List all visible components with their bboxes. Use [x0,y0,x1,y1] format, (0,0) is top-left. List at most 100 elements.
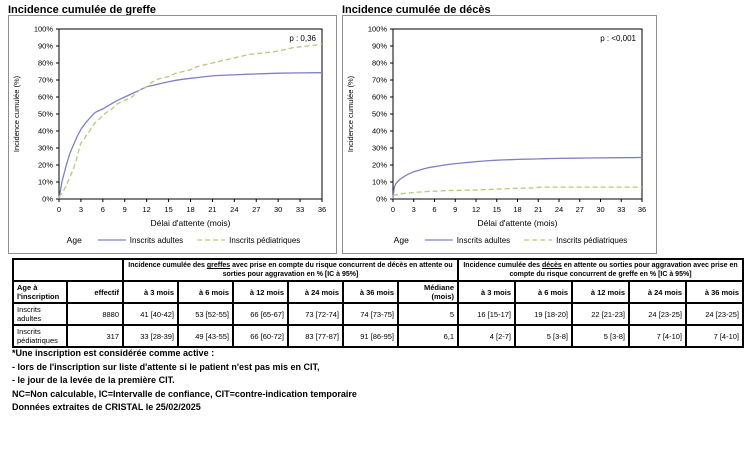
svg-text:27: 27 [252,205,260,214]
row-label: Inscrits adultes [12,302,68,326]
col-header-g36m: à 36 mois [342,280,399,304]
chart-panel-deces: 0% 10% 20% 30% 40% 50% 60% 70% 80% 90% 100% 0 3 6 9 12 1… [342,15,657,254]
table-column-header-row: Age à l'inscription effectif à 3 mois à … [12,280,745,304]
svg-text:40%: 40% [38,127,53,136]
svg-text:30: 30 [596,205,604,214]
svg-text:100%: 100% [368,25,388,34]
svg-text:50%: 50% [372,110,387,119]
svg-text:80%: 80% [372,59,387,68]
svg-text:3: 3 [412,205,416,214]
footnote-line: - le jour de la levée de la première CIT… [12,375,175,385]
group2-underlined: décès [541,262,562,269]
svg-text:70%: 70% [38,76,53,85]
table-cell: 66 [60-72] [232,324,289,348]
col-header-effectif: effectif [66,280,124,304]
table-cell: 41 [40-42] [122,302,179,326]
table-cell: 5 [3-8] [514,324,573,348]
svg-text:9: 9 [123,205,127,214]
svg-text:27: 27 [576,205,584,214]
svg-text:33: 33 [617,205,625,214]
chart-greffe: 0%10%20%30%40%50%60%70%80%90%100%0 3 6 9 12 1… [12,25,326,245]
table-cell: 4 [2-7] [457,324,516,348]
table-cell: 8880 [66,302,124,326]
svg-text:60%: 60% [372,93,387,102]
table-cell: 7 [4-10] [684,324,745,348]
chart-deces: 0%10%20%30%40%50%60%70%80%90%100%0 3 6 9 12 1… [346,25,646,245]
incidence-table: Incidence cumulée des greffes avec prise… [12,258,745,348]
group1-text: Incidence cumulée des [128,262,207,269]
svg-text:10%: 10% [372,178,387,187]
svg-text:24: 24 [555,205,563,214]
chart-title-greffe: Incidence cumulée de greffe [8,4,156,16]
svg-text:Inscrits adultes: Inscrits adultes [130,236,183,245]
table-cell: 83 [77-87] [287,324,344,348]
svg-text:Inscrits pédiatriques: Inscrits pédiatriques [229,236,300,245]
svg-text:12: 12 [142,205,150,214]
svg-text:Délai d'attente (mois): Délai d'attente (mois) [477,218,557,228]
svg-text:6: 6 [432,205,436,214]
svg-text:70%: 70% [372,76,387,85]
svg-text:Incidence cumulée (%): Incidence cumulée (%) [12,75,21,152]
svg-text:6: 6 [101,205,105,214]
svg-text:Age: Age [394,235,409,245]
group2-text-rest: en attente ou sorties pour aggravation a… [509,262,738,278]
footnote-line: NC=Non calculable, IC=Intervalle de conf… [12,388,357,399]
svg-text:12: 12 [472,205,480,214]
table-row-adultes: Inscrits adultes 8880 41 [40-42] 53 [52-… [12,302,745,326]
chart-title-deces: Incidence cumulée de décès [342,4,491,16]
svg-text:24: 24 [230,205,238,214]
table-group-header-row: Incidence cumulée des greffes avec prise… [12,258,745,282]
col-header-g12m: à 12 mois [232,280,289,304]
svg-text:0%: 0% [42,195,53,204]
table-cell: 74 [73-75] [342,302,399,326]
col-header-d36m: à 36 mois [684,280,745,304]
svg-text:40%: 40% [372,127,387,136]
svg-text:Inscrits adultes: Inscrits adultes [457,236,510,245]
svg-text:36: 36 [318,205,326,214]
table-cell: 16 [15-17] [457,302,516,326]
svg-text:21: 21 [208,205,216,214]
svg-text:30: 30 [274,205,282,214]
footnote-line: *Une inscription est considérée comme ac… [12,348,215,358]
table-cell: 53 [52-55] [177,302,234,326]
col-header-g24m: à 24 mois [287,280,344,304]
table-corner-cell [12,258,124,282]
svg-text:20%: 20% [372,161,387,170]
svg-text:0: 0 [391,205,395,214]
table-cell: 24 [23-25] [684,302,745,326]
svg-text:3: 3 [79,205,83,214]
group2-text: Incidence cumulée des [463,262,542,269]
group1-underlined: greffes [206,262,231,269]
col-header-d6m: à 6 mois [514,280,573,304]
table-cell: 24 [23-25] [628,302,687,326]
table-row-pediatriques: Inscrits pédiatriques 317 33 [28-39] 49 … [12,324,745,348]
svg-text:0%: 0% [376,195,387,204]
table-cell: 73 [72-74] [287,302,344,326]
table-cell: 22 [21-23] [571,302,630,326]
table-group-header-deces: Incidence cumulée des décès en attente o… [456,258,745,282]
svg-text:20%: 20% [38,161,53,170]
table-cell: 33 [28-39] [122,324,179,348]
footnotes: *Une inscription est considérée comme ac… [12,347,357,415]
svg-text:15: 15 [164,205,172,214]
svg-text:10%: 10% [38,178,53,187]
group1-text-rest: avec prise en compte du risque concurren… [222,262,453,278]
col-header-d3m: à 3 mois [457,280,516,304]
table-cell: 7 [4-10] [628,324,687,348]
svg-text:Inscrits pédiatriques: Inscrits pédiatriques [556,236,627,245]
table-cell: 49 [43-55] [177,324,234,348]
table-cell: 317 [66,324,124,348]
col-header-d24m: à 24 mois [628,280,687,304]
col-header-age: Age à l'inscription [12,280,68,304]
table-cell: 5 [3-8] [571,324,630,348]
svg-text:90%: 90% [372,42,387,51]
footnote-line: - lors de l'inscription sur liste d'atte… [12,361,320,372]
svg-text:80%: 80% [38,59,53,68]
svg-text:36: 36 [638,205,646,214]
table-cell: 5 [397,302,459,326]
svg-text:30%: 30% [38,144,53,153]
svg-text:9: 9 [453,205,457,214]
svg-text:0: 0 [57,205,61,214]
svg-text:18: 18 [186,205,194,214]
